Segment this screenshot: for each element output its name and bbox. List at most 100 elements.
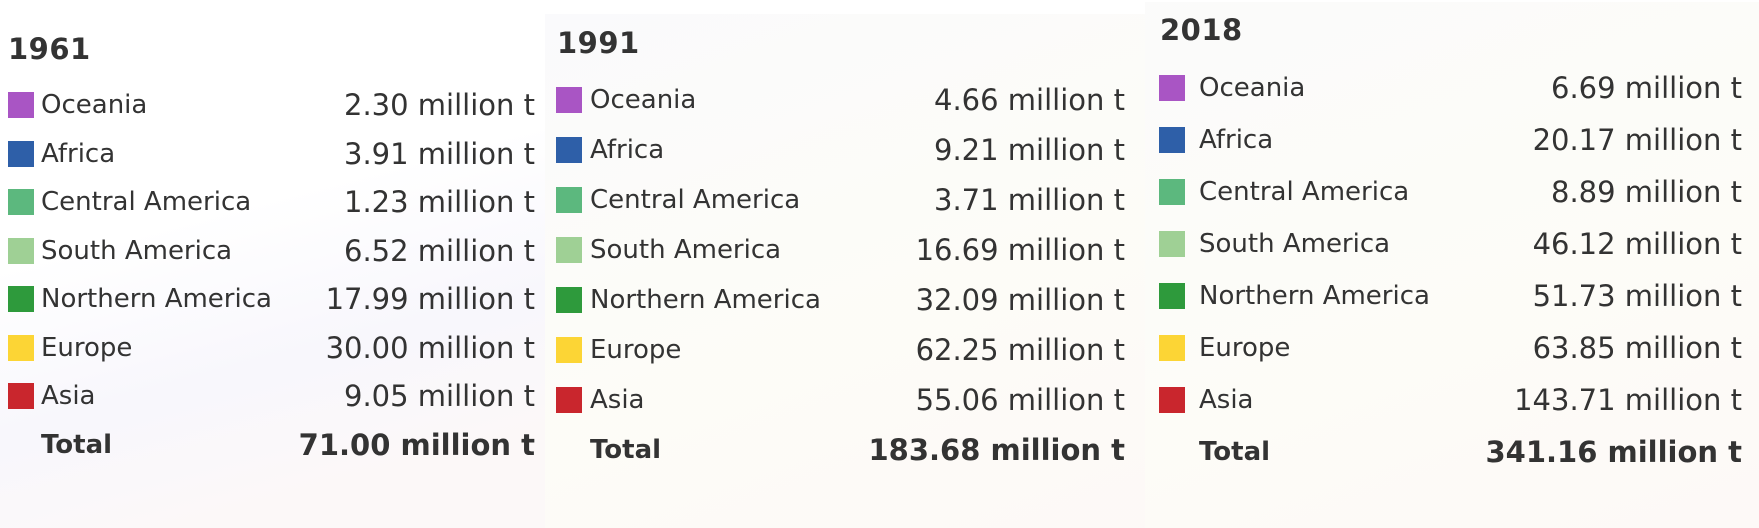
- legend-panel-1961: 1961 Oceania 2.30 million t Africa 3.91 mil…: [0, 0, 545, 528]
- region-label: Africa: [1199, 125, 1274, 155]
- region-value: 55.06 million t: [915, 383, 1125, 417]
- legend-row-oceania: Oceania 6.69 million t: [1145, 63, 1759, 115]
- total-label: Total: [1199, 437, 1271, 467]
- region-label: Asia: [1199, 385, 1254, 415]
- legend-row-total: Total 341.16 million t: [1145, 427, 1759, 479]
- legend-row-europe: Europe 30.00 million t: [0, 325, 545, 374]
- color-swatch: [556, 237, 582, 263]
- region-value: 17.99 million t: [325, 282, 535, 317]
- color-swatch: [556, 187, 582, 213]
- total-label: Total: [41, 429, 113, 460]
- region-label: Northern America: [41, 284, 272, 315]
- legend-row-northern-america: Northern America 17.99 million t: [0, 276, 545, 325]
- color-swatch: [1159, 179, 1185, 205]
- region-label: Europe: [590, 335, 682, 365]
- region-value: 62.25 million t: [915, 333, 1125, 367]
- region-value: 30.00 million t: [325, 330, 535, 365]
- region-value: 51.73 million t: [1532, 279, 1742, 313]
- region-label: Central America: [1199, 177, 1410, 207]
- region-label: Africa: [41, 138, 116, 169]
- color-swatch: [1159, 387, 1185, 413]
- panel-year: 1991: [557, 26, 640, 60]
- region-value: 143.71 million t: [1514, 383, 1742, 417]
- region-label: Asia: [590, 385, 645, 415]
- legend-row-oceania: Oceania 4.66 million t: [545, 76, 1145, 126]
- region-value: 1.23 million t: [344, 185, 535, 220]
- legend-row-central-america: Central America 1.23 million t: [0, 179, 545, 228]
- color-swatch: [8, 92, 34, 119]
- region-label: Central America: [41, 187, 252, 218]
- color-swatch: [8, 189, 34, 216]
- region-label: Africa: [590, 135, 665, 165]
- legend-row-africa: Africa 9.21 million t: [545, 126, 1145, 176]
- legend-row-total: Total 71.00 million t: [0, 422, 545, 471]
- region-label: Europe: [41, 332, 133, 363]
- region-value: 46.12 million t: [1532, 227, 1742, 261]
- region-value: 16.69 million t: [915, 233, 1125, 267]
- legend-row-asia: Asia 55.06 million t: [545, 376, 1145, 426]
- region-label: Asia: [41, 381, 96, 412]
- region-label: South America: [1199, 229, 1391, 259]
- legend-row-south-america: South America 6.52 million t: [0, 228, 545, 277]
- color-swatch: [8, 286, 34, 313]
- region-label: Northern America: [590, 285, 821, 315]
- color-swatch: [1159, 231, 1185, 257]
- legend-panel-2018: 2018 Oceania 6.69 million t Africa 20.17 mi…: [1145, 0, 1759, 528]
- legend-rows: Oceania 6.69 million t Africa 20.17 million…: [1145, 63, 1759, 479]
- total-label: Total: [590, 435, 662, 465]
- region-value: 2.30 million t: [344, 88, 535, 123]
- legend-panel-1991: 1991 Oceania 4.66 million t Africa 9.21 mil…: [545, 0, 1145, 528]
- total-value: 341.16 million t: [1485, 435, 1742, 469]
- legend-row-total: Total 183.68 million t: [545, 426, 1145, 476]
- color-swatch: [8, 140, 34, 167]
- legend-row-asia: Asia 9.05 million t: [0, 373, 545, 422]
- region-label: Europe: [1199, 333, 1291, 363]
- legend-row-south-america: South America 46.12 million t: [1145, 219, 1759, 271]
- legend-row-central-america: Central America 3.71 million t: [545, 176, 1145, 226]
- legend-rows: Oceania 2.30 million t Africa 3.91 million …: [0, 82, 545, 470]
- panel-year: 2018: [1160, 13, 1243, 47]
- legend-row-africa: Africa 3.91 million t: [0, 131, 545, 180]
- legend-row-central-america: Central America 8.89 million t: [1145, 167, 1759, 219]
- region-label: South America: [590, 235, 782, 265]
- color-swatch: [1159, 283, 1185, 309]
- color-swatch: [556, 387, 582, 413]
- color-swatch: [8, 334, 34, 361]
- region-value: 63.85 million t: [1532, 331, 1742, 365]
- legend-row-europe: Europe 63.85 million t: [1145, 323, 1759, 375]
- legend-row-south-america: South America 16.69 million t: [545, 226, 1145, 276]
- region-value: 4.66 million t: [934, 83, 1125, 117]
- color-swatch: [8, 383, 34, 410]
- region-label: Oceania: [590, 85, 697, 115]
- region-value: 8.89 million t: [1551, 175, 1742, 209]
- legend-row-europe: Europe 62.25 million t: [545, 326, 1145, 376]
- color-swatch: [556, 137, 582, 163]
- region-value: 6.69 million t: [1551, 71, 1742, 105]
- region-label: South America: [41, 235, 233, 266]
- color-swatch: [556, 287, 582, 313]
- color-swatch: [556, 87, 582, 113]
- color-swatch: [1159, 335, 1185, 361]
- color-swatch: [556, 337, 582, 363]
- color-swatch: [8, 237, 34, 264]
- legend-row-asia: Asia 143.71 million t: [1145, 375, 1759, 427]
- region-value: 9.05 million t: [344, 379, 535, 414]
- region-label: Central America: [590, 185, 801, 215]
- legend-row-northern-america: Northern America 32.09 million t: [545, 276, 1145, 326]
- total-value: 71.00 million t: [298, 427, 535, 462]
- region-label: Oceania: [1199, 73, 1306, 103]
- legend-row-africa: Africa 20.17 million t: [1145, 115, 1759, 167]
- panel-year: 1961: [8, 32, 91, 66]
- total-value: 183.68 million t: [868, 433, 1125, 467]
- color-swatch: [1159, 75, 1185, 101]
- region-value: 3.71 million t: [934, 183, 1125, 217]
- legend-row-oceania: Oceania 2.30 million t: [0, 82, 545, 131]
- region-value: 20.17 million t: [1532, 123, 1742, 157]
- region-label: Oceania: [41, 90, 148, 121]
- color-swatch: [1159, 127, 1185, 153]
- region-value: 32.09 million t: [915, 283, 1125, 317]
- region-value: 9.21 million t: [934, 133, 1125, 167]
- legend-rows: Oceania 4.66 million t Africa 9.21 million …: [545, 76, 1145, 476]
- region-value: 3.91 million t: [344, 136, 535, 171]
- legend-row-northern-america: Northern America 51.73 million t: [1145, 271, 1759, 323]
